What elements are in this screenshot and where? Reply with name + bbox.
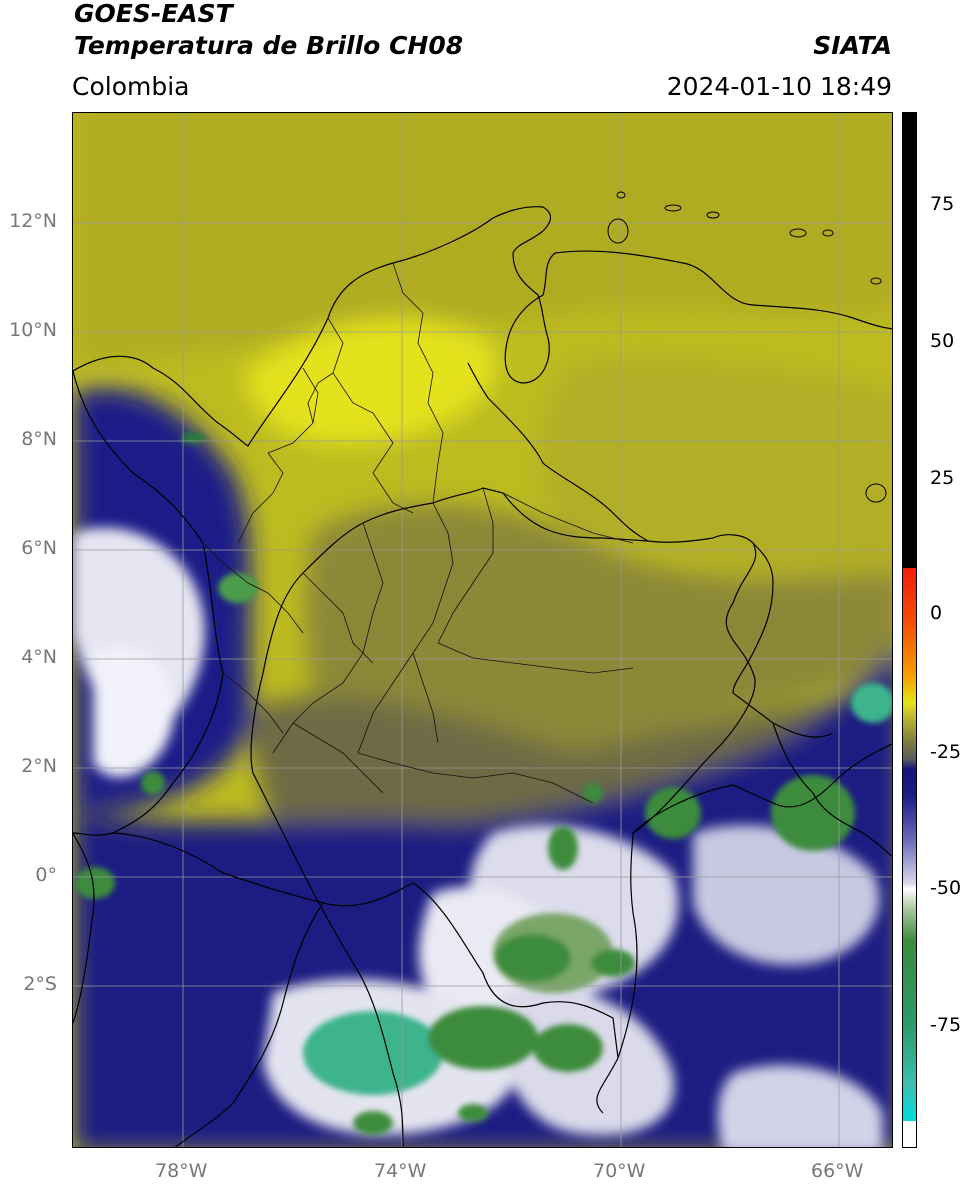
colorbar-tick-50: 50	[930, 330, 955, 352]
datetime-label: 2024-01-10 18:49	[666, 72, 892, 101]
map-canvas	[73, 113, 892, 1147]
latitude-gridlines	[73, 222, 892, 987]
lon-tick-74W: 74°W	[374, 1160, 427, 1182]
lat-tick-2N: 2°N	[21, 755, 57, 777]
islands	[607, 191, 887, 503]
colorbar-tick-neg50: -50	[930, 877, 962, 899]
colorbar-tick-neg25: -25	[930, 741, 962, 763]
title-satellite: GOES-EAST	[74, 0, 233, 28]
colorbar-tick-25: 25	[930, 467, 955, 489]
colorbar-tick-75: 75	[930, 193, 955, 215]
lat-tick-6N: 6°N	[21, 537, 57, 559]
lon-tick-78W: 78°W	[155, 1160, 208, 1182]
lat-tick-12N: 12°N	[9, 210, 57, 232]
lon-tick-70W: 70°W	[593, 1160, 646, 1182]
brightness-temperature-field	[73, 113, 892, 1147]
lat-tick-2S: 2°S	[23, 973, 57, 995]
region-label: Colombia	[72, 72, 190, 101]
colorbar-tick-0: 0	[930, 602, 943, 624]
temperature-colorbar	[902, 112, 917, 1148]
longitude-gridlines	[182, 113, 840, 1147]
department-boundaries	[202, 262, 634, 804]
title-product: Temperatura de Brillo CH08	[74, 31, 464, 60]
lat-tick-10N: 10°N	[9, 319, 57, 341]
colorbar-tick-neg75: -75	[930, 1014, 962, 1036]
lat-tick-8N: 8°N	[21, 428, 57, 450]
satellite-map	[72, 112, 893, 1148]
title-source: SIATA	[813, 31, 892, 60]
lat-tick-0: 0°	[35, 864, 57, 886]
lat-tick-4N: 4°N	[21, 646, 57, 668]
lon-tick-66W: 66°W	[811, 1160, 864, 1182]
